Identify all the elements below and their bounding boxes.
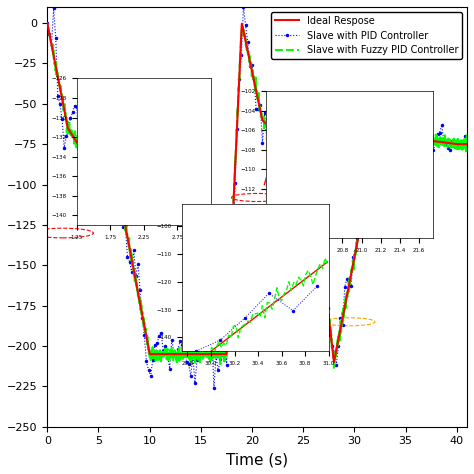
- X-axis label: Time (s): Time (s): [226, 452, 288, 467]
- Legend: Ideal Respose, Slave with PID Controller, Slave with Fuzzy PID Controller: Ideal Respose, Slave with PID Controller…: [271, 12, 462, 59]
